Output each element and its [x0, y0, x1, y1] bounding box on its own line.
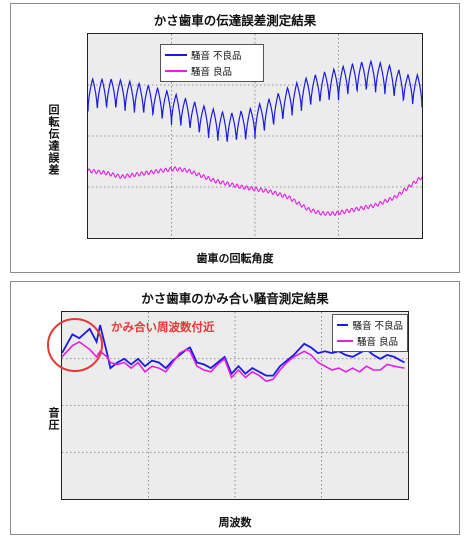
series-line-defective — [62, 324, 405, 377]
series-line-good — [88, 166, 422, 217]
annotation-text: かみ合い周波数付近 — [111, 320, 215, 334]
chart-svg — [62, 312, 408, 499]
legend-label-good: 騒音 良品 — [357, 337, 399, 348]
legend-swatch-good — [165, 70, 187, 72]
chart-title: かさ歯車のかみ合い騒音測定結果 — [141, 291, 329, 306]
x-axis-label: 歯車の回転角度 — [196, 252, 274, 265]
legend: 騒音 不良品 騒音 良品 — [332, 314, 408, 352]
plot-area: 騒音 不良品 騒音 良品 — [61, 311, 409, 500]
legend-swatch-defective — [337, 324, 349, 326]
gridlines — [62, 312, 408, 499]
legend-item-defective: 騒音 不良品 — [165, 47, 259, 63]
legend-item-good: 騒音 良品 — [337, 333, 403, 349]
x-axis-label: 周波数 — [218, 516, 252, 529]
legend-label-defective: 騒音 不良品 — [191, 51, 242, 62]
legend-label-good: 騒音 良品 — [191, 67, 233, 78]
transmission-error-panel: かさ歯車の伝達誤差測定結果 回転伝達誤差 騒音 不良品 騒音 良品 歯車の回転角… — [10, 3, 460, 273]
y-axis-label: 音圧 — [47, 407, 60, 431]
chart-svg — [88, 34, 422, 238]
chart-title: かさ歯車の伝達誤差測定結果 — [153, 13, 317, 28]
annotation-circle — [47, 318, 103, 372]
legend: 騒音 不良品 騒音 良品 — [160, 44, 264, 82]
series-line-good — [62, 340, 405, 383]
legend-swatch-good — [337, 340, 353, 342]
legend-label-defective: 騒音 不良品 — [352, 321, 403, 332]
series-line-defective — [88, 59, 422, 142]
legend-item-good: 騒音 良品 — [165, 63, 259, 79]
legend-swatch-defective — [165, 54, 187, 56]
y-axis-label: 回転伝達誤差 — [47, 104, 60, 176]
plot-area: 騒音 不良品 騒音 良品 — [87, 33, 423, 239]
meshing-noise-panel: かさ歯車のかみ合い騒音測定結果 音圧 騒音 不良品 騒音 良品 かみ合い周波数付… — [10, 281, 460, 535]
legend-item-defective: 騒音 不良品 — [337, 317, 403, 333]
